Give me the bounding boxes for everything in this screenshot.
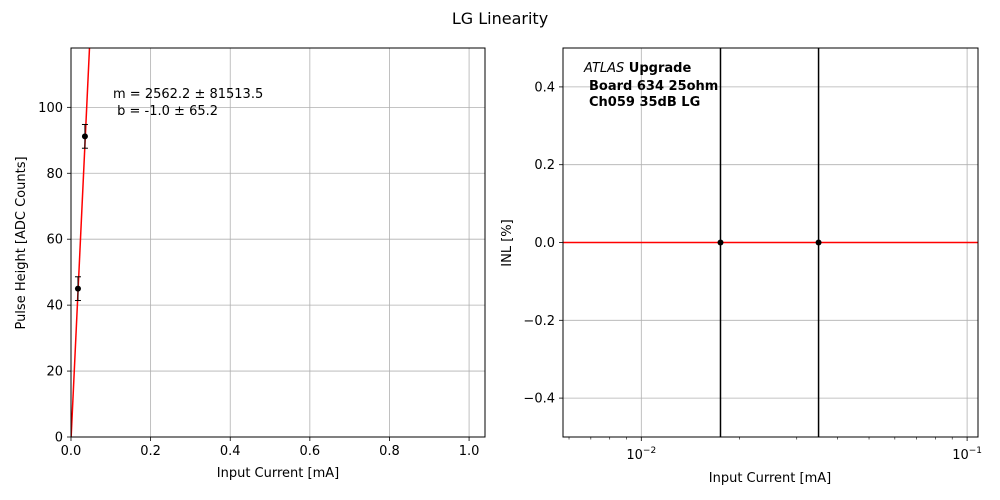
linearity-x-label: Input Current [mA] bbox=[217, 466, 339, 481]
x-tick-label: 10−2 bbox=[626, 446, 656, 463]
x-tick-label: 0.6 bbox=[300, 444, 321, 459]
linearity-data bbox=[71, 48, 91, 437]
data-point bbox=[815, 239, 822, 246]
data-point bbox=[74, 285, 81, 292]
figure-title: LG Linearity bbox=[452, 9, 548, 28]
linearity-fit-intercept: b = -1.0 ± 65.2 bbox=[113, 104, 218, 119]
atlas-experiment: ATLAS bbox=[583, 61, 624, 76]
x-tick-label: 0.0 bbox=[61, 444, 82, 459]
x-tick-label: 0.8 bbox=[379, 444, 400, 459]
atlas-label: ATLAS Upgrade bbox=[583, 61, 691, 76]
channel-label: Ch059 35dB LG bbox=[589, 95, 700, 110]
y-tick-label: 60 bbox=[46, 233, 63, 248]
y-tick-label: 0 bbox=[55, 431, 63, 446]
y-tick-label: −0.2 bbox=[523, 314, 555, 329]
y-tick-label: 0.4 bbox=[534, 80, 555, 95]
y-tick-label: 100 bbox=[38, 101, 63, 116]
linearity-y-label: Pulse Height [ADC Counts] bbox=[14, 156, 29, 329]
x-tick-label: 1.0 bbox=[459, 444, 480, 459]
inl-y-label: INL [%] bbox=[500, 219, 515, 266]
y-tick-label: 0.0 bbox=[534, 236, 555, 251]
y-tick-label: 0.2 bbox=[534, 158, 555, 173]
linearity-fit-slope: m = 2562.2 ± 81513.5 bbox=[113, 87, 263, 102]
y-tick-label: 80 bbox=[46, 167, 63, 182]
x-tick-label: 0.2 bbox=[140, 444, 161, 459]
linearity-y-ticks: 0 20 40 60 80 100 bbox=[38, 101, 71, 446]
y-tick-label: 20 bbox=[46, 365, 63, 380]
data-point bbox=[717, 239, 724, 246]
y-tick-label: 40 bbox=[46, 299, 63, 314]
inl-grid bbox=[563, 48, 978, 437]
linearity-grid bbox=[70, 48, 485, 438]
data-point bbox=[81, 133, 88, 140]
linearity-plot: 0.0 0.2 0.4 0.6 0.8 1.0 0 20 40 60 80 100 m = 2562… bbox=[14, 47, 486, 481]
x-tick-label: 10−1 bbox=[952, 446, 982, 463]
inl-data bbox=[563, 48, 978, 437]
linearity-x-ticks: 0.0 0.2 0.4 0.6 0.8 1.0 bbox=[61, 437, 480, 459]
x-tick-label: 0.4 bbox=[220, 444, 241, 459]
y-tick-label: −0.4 bbox=[523, 392, 555, 407]
board-label: Board 634 25ohm bbox=[589, 79, 718, 94]
fit-line bbox=[71, 48, 91, 437]
inl-y-ticks: −0.4 −0.2 0.0 0.2 0.4 bbox=[523, 80, 563, 407]
atlas-status: Upgrade bbox=[624, 61, 691, 76]
linearity-axes-frame bbox=[70, 47, 486, 438]
inl-x-ticks: 10−2 10−1 bbox=[568, 437, 982, 463]
inl-plot: 10−2 10−1 −0.4 −0.2 0.0 0.2 0.4 ATLAS Upgrade… bbox=[500, 47, 982, 486]
inl-x-label: Input Current [mA] bbox=[709, 471, 831, 486]
